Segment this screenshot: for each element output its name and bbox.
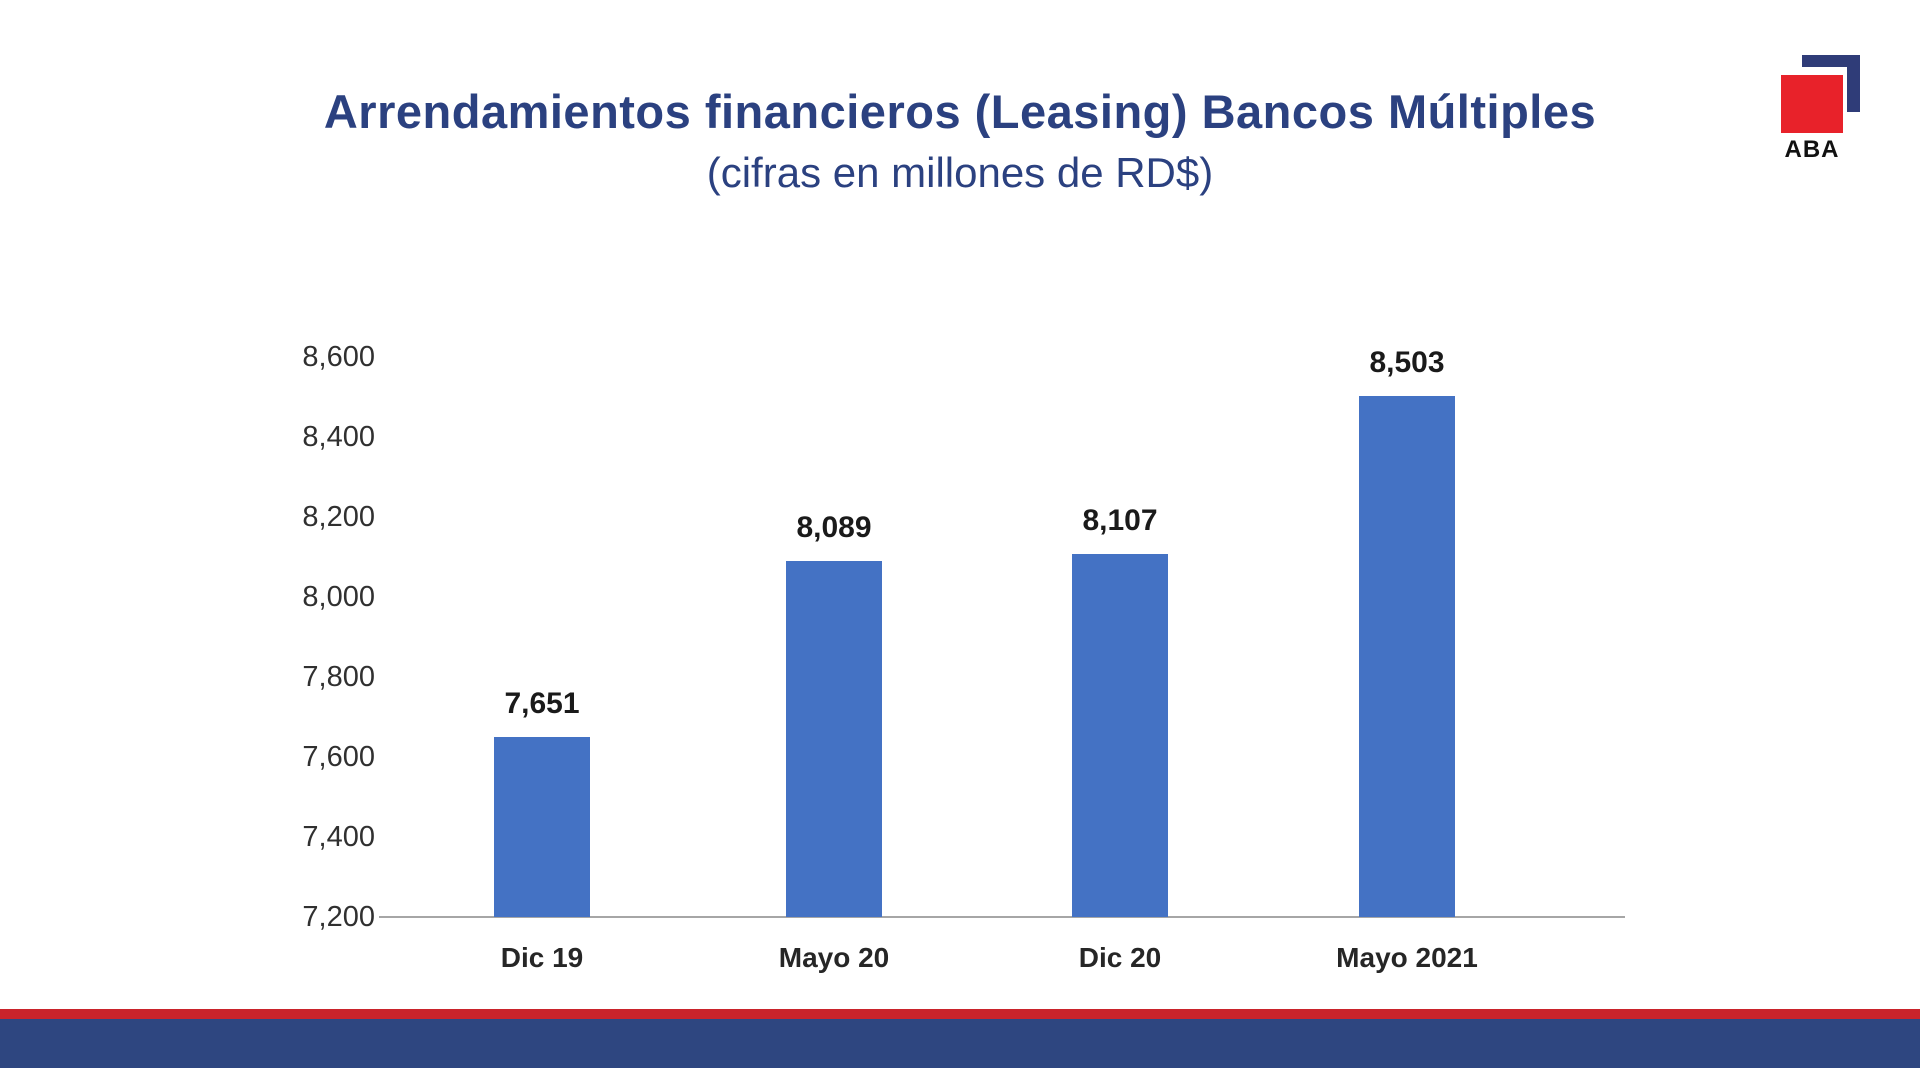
y-axis-tick-label: 8,000	[302, 581, 375, 613]
bar-mayo-20	[786, 561, 882, 917]
x-axis-category-label: Dic 19	[500, 942, 584, 973]
y-axis-tick-label: 7,800	[302, 661, 375, 693]
logo-corner-bracket-icon	[1802, 55, 1860, 112]
footer-blue-bar	[0, 1019, 1920, 1068]
chart-title: Arrendamientos financieros (Leasing) Ban…	[323, 85, 1597, 138]
x-axis-line	[379, 916, 1625, 918]
bar-dic-20	[1072, 554, 1168, 917]
x-axis-category-label: Mayo 2021	[1336, 942, 1478, 973]
bar-mayo-2021	[1359, 396, 1455, 917]
logo-text: ABA	[1784, 136, 1840, 163]
bar-dic-19	[494, 737, 590, 917]
bar-value-label: 7,651	[504, 687, 580, 720]
y-axis-tick-label: 7,200	[302, 901, 375, 933]
bar-value-label: 8,107	[1082, 504, 1158, 537]
bar-value-label: 8,089	[796, 511, 872, 544]
y-axis-tick-label: 8,200	[302, 501, 375, 533]
y-axis-tick-label: 7,400	[302, 821, 375, 853]
bar-value-label: 8,503	[1369, 346, 1445, 379]
x-axis-category-label: Dic 20	[1078, 942, 1162, 973]
logo-red-square-icon	[1781, 75, 1843, 133]
chart-subtitle: (cifras en millones de RD$)	[706, 149, 1214, 196]
x-axis-category-label: Mayo 20	[778, 942, 890, 973]
y-axis-tick-label: 8,400	[302, 421, 375, 453]
y-axis-tick-label: 7,600	[302, 741, 375, 773]
y-axis-tick-label: 8,600	[302, 341, 375, 373]
footer-red-stripe	[0, 1009, 1920, 1019]
